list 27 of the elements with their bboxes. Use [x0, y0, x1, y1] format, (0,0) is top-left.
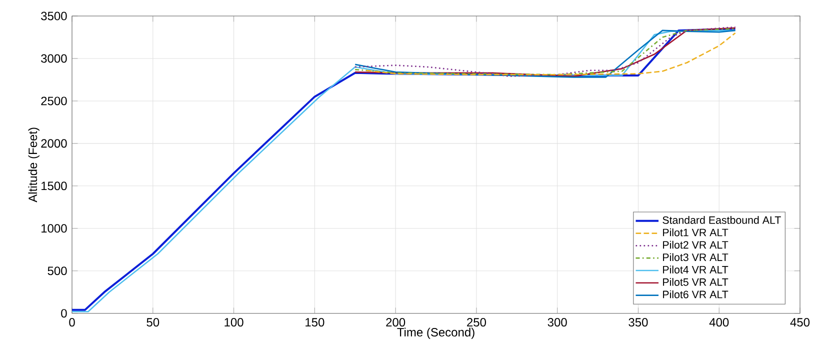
y-tick-label: 2500 — [41, 96, 67, 106]
x-tick-label: 100 — [224, 318, 244, 327]
y-tick-label: 0 — [61, 309, 67, 318]
x-tick-label: 450 — [790, 318, 810, 327]
legend-label: Pilot3 VR ALT — [663, 253, 728, 262]
x-tick-label: 350 — [628, 318, 648, 327]
x-axis-title: Time (Second) — [397, 328, 474, 339]
legend-label: Pilot4 VR ALT — [663, 266, 728, 274]
x-tick-label: 150 — [306, 318, 324, 327]
x-tick-label: 200 — [386, 318, 406, 327]
x-tick-label: 400 — [709, 318, 729, 327]
x-tick-label: 50 — [146, 318, 160, 327]
y-tick-label: 3000 — [41, 54, 67, 63]
y-tick-label: 1000 — [42, 224, 67, 233]
x-tick-label: 0 — [69, 318, 75, 327]
legend-label: Pilot1 VR ALT — [663, 228, 728, 236]
x-tick-label: 300 — [548, 318, 567, 327]
y-tick-label: 2000 — [41, 139, 67, 148]
legend-label: Standard Eastbound ALT — [662, 216, 781, 224]
y-axis-title: Altitude (Feet) — [28, 128, 40, 202]
y-tick-label: 3500 — [41, 12, 67, 20]
y-tick-label: 1500 — [42, 182, 67, 190]
legend-label: Pilot2 VR ALT — [663, 240, 728, 249]
y-tick-label: 500 — [48, 266, 67, 276]
x-tick-label: 250 — [467, 318, 486, 327]
legend-label: Pilot6 VR ALT — [663, 290, 728, 298]
legend-label: Pilot5 VR ALT — [663, 278, 728, 286]
